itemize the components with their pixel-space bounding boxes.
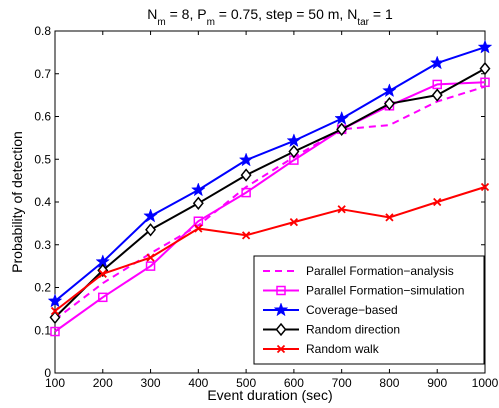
legend: Parallel Formation−analysis Parallel Form… [253,255,485,365]
x-tick-label: 600 [284,376,304,390]
data-point [337,205,346,214]
x-tick-label: 100 [45,376,65,390]
data-point [145,223,157,237]
data-point [477,39,493,54]
x-tick-label: 900 [427,376,447,390]
data-point [479,61,491,76]
data-point [433,197,442,207]
data-point [191,182,206,197]
legend-item: Random walk [263,342,380,356]
x-tick-label: 300 [141,376,161,390]
y-tick-label: 0.7 [34,67,51,81]
legend-item: Parallel Formation−simulation [263,284,464,298]
y-tick-label: 0.8 [34,24,51,38]
series-2 [47,39,493,308]
title-part: m [157,17,165,28]
y-tick-label: 0.2 [34,281,51,295]
data-point [194,224,203,233]
legend-marker [276,344,286,354]
data-point [98,292,108,303]
series-0 [54,85,486,321]
legend-item: Random direction [263,323,400,337]
x-tick-label: 800 [379,376,399,390]
data-point [143,208,158,223]
data-point [241,187,251,198]
legend-label: Coverage−based [306,303,398,317]
data-point [240,168,252,182]
legend-item: Coverage−based [263,302,398,317]
x-tick-label: 200 [93,376,113,390]
data-point [50,326,60,337]
y-tick-label: 0.6 [34,110,51,124]
series-4 [50,182,490,316]
y-tick-label: 0.5 [34,152,51,166]
y-tick-label: 0.3 [34,238,51,252]
legend-item: Parallel Formation−analysis [263,264,454,278]
title-part: = 0.75, step = 50 m, N [215,6,357,22]
data-point [480,182,490,192]
data-point [289,217,299,227]
title-part: N [147,6,157,22]
series-line [54,186,486,312]
data-point [288,144,300,159]
title-part: = 1 [369,6,393,22]
y-tick-label: 0 [44,366,51,380]
legend-label: Parallel Formation−simulation [306,284,464,298]
data-point [145,261,156,271]
series-layer [47,39,493,337]
data-point [193,216,204,226]
axis-ticks: 100 200 300 400 500 600 700 800 900 1000 0 0.1 0.2 0.… [34,24,498,390]
y-axis-label: Probability of detection [9,131,25,273]
chart-title: Nm = 8, Pm = 0.75, step = 50 m, Ntar = 1 [147,6,393,28]
data-point [431,88,443,102]
legend-marker [276,285,286,296]
series-line [54,85,486,321]
series-line [54,67,486,319]
data-point [241,231,251,240]
data-point [238,152,254,167]
title-part: tar [357,17,369,28]
x-tick-label: 500 [236,376,256,390]
x-tick-label: 700 [332,376,352,390]
legend-label: Parallel Formation−analysis [306,264,454,278]
data-point [432,79,442,90]
data-point [385,213,394,222]
data-point [336,122,348,137]
y-tick-label: 0.1 [34,323,51,337]
data-point [480,77,490,88]
x-axis-label: Event duration (sec) [207,387,332,403]
title-part: = 8, P [166,6,207,22]
legend-marker [275,322,287,337]
legend-label: Random direction [306,323,400,337]
data-point [334,110,349,125]
x-tick-label: 400 [188,376,208,390]
data-point [98,269,107,278]
y-tick-label: 0.4 [34,195,51,209]
data-point [383,96,395,111]
series-line [54,81,486,333]
data-point [286,133,302,148]
data-point [47,293,63,308]
data-point [192,196,204,210]
data-point [49,310,61,325]
x-tick-label: 1000 [472,376,499,390]
data-point [50,306,60,316]
data-point [382,83,397,98]
title-part: m [207,17,215,28]
data-point [429,55,445,70]
legend-label: Random walk [306,342,380,356]
data-point [146,253,155,262]
series-3 [49,61,491,325]
series-line [54,46,486,302]
legend-marker [273,302,289,317]
